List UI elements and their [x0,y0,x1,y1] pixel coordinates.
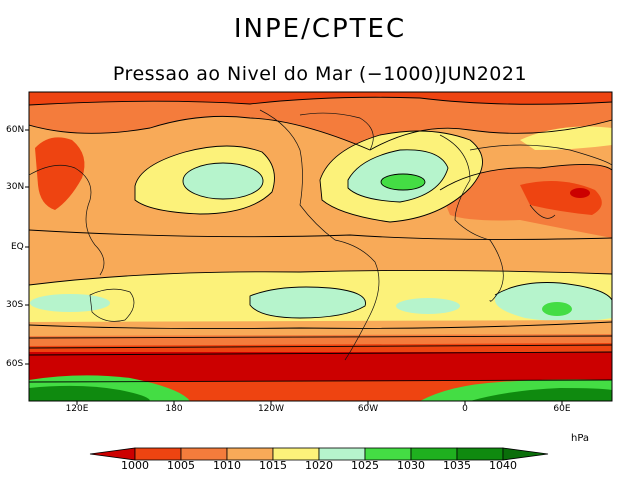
colorbar-label: 1000 [121,459,149,472]
lon-label-60w: 60W [357,404,379,414]
lat-label-60s: 60S [6,359,24,369]
colorbar-label: 1035 [443,459,471,472]
organization-title: INPE/CPTEC [233,14,407,44]
colorbar-label: 1020 [305,459,333,472]
lat-label-30n: 30N [6,182,25,192]
lon-label-60e: 60E [553,404,571,414]
colorbar-unit: hPa [571,433,590,444]
pressure-field [29,92,612,401]
colorbar-label: 1025 [351,459,379,472]
lon-label-0: 0 [462,404,468,414]
colorbar-label: 1030 [397,459,425,472]
lat-label-eq: EQ [11,242,24,252]
lon-label-180: 180 [165,404,183,414]
lon-label-120w: 120W [257,404,285,414]
colorbar [89,447,549,461]
colorbar-label: 1005 [167,459,195,472]
colorbar-label: 1010 [213,459,241,472]
axis-ticks [25,129,563,405]
lat-label-60n: 60N [6,125,25,135]
lat-label-30s: 30S [6,300,24,310]
colorbar-label: 1015 [259,459,287,472]
colorbar-arrow-high [502,447,549,461]
map-title: Pressao ao Nivel do Mar (−1000)JUN2021 [112,63,528,85]
colorbar-label: 1040 [489,459,517,472]
lon-label-120e: 120E [65,404,89,414]
